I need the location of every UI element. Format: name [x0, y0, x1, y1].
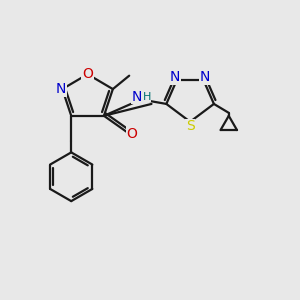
- Text: N: N: [170, 70, 181, 84]
- Text: N: N: [131, 89, 142, 103]
- Text: O: O: [127, 127, 138, 141]
- Text: H: H: [142, 92, 151, 101]
- Text: O: O: [82, 67, 93, 81]
- Text: N: N: [200, 70, 210, 84]
- Text: N: N: [56, 82, 66, 96]
- Text: S: S: [186, 119, 194, 133]
